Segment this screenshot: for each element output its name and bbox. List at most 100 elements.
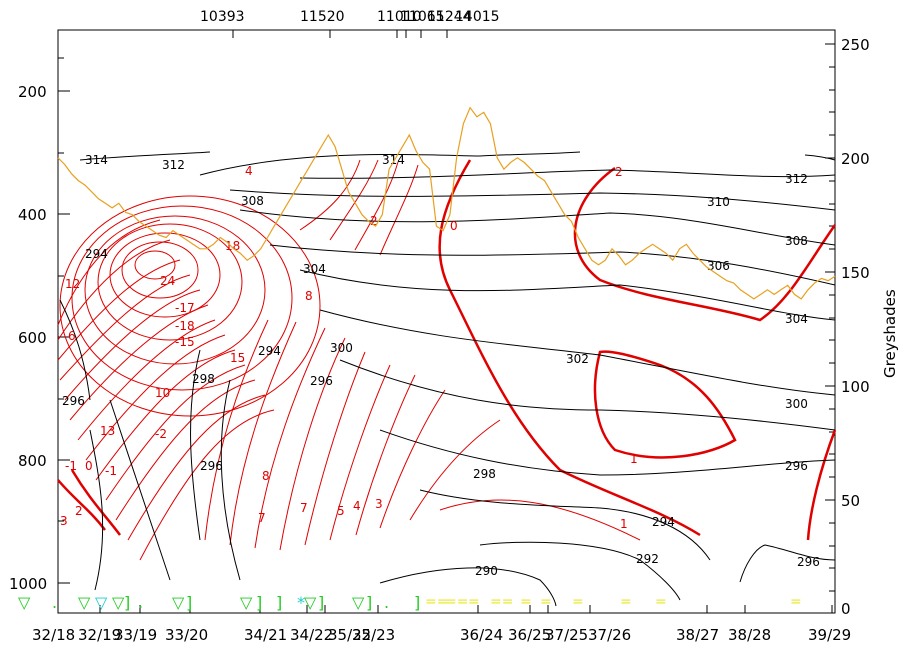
red-label: -1 bbox=[105, 464, 117, 478]
top-label: 14015 bbox=[455, 9, 500, 25]
right-axis bbox=[825, 43, 835, 592]
red-label: 8 bbox=[305, 289, 313, 303]
top-label: 11065 bbox=[400, 9, 445, 25]
x-tick-label: 37/26 bbox=[588, 626, 631, 644]
y-tick-label: 800 bbox=[18, 452, 47, 470]
theta-label: 294 bbox=[85, 247, 108, 261]
theta-label: 304 bbox=[785, 312, 808, 326]
red-label: 4 bbox=[245, 164, 253, 178]
theta-label: 312 bbox=[785, 172, 808, 186]
top-ticks bbox=[232, 30, 448, 38]
marker-yellow: == bbox=[425, 594, 448, 610]
marker-green: ▽ bbox=[18, 593, 31, 612]
x-tick-label: 33/19 bbox=[114, 626, 157, 644]
theta-label: 296 bbox=[797, 555, 820, 569]
red-label: 2 bbox=[75, 504, 83, 518]
theta-label: 304 bbox=[303, 262, 326, 276]
theta-label: 300 bbox=[330, 341, 353, 355]
marker-yellow: = bbox=[540, 594, 552, 610]
x-tick-label: 36/24 bbox=[460, 626, 503, 644]
red-label: -2 bbox=[155, 427, 167, 441]
red-label: 13 bbox=[100, 424, 115, 438]
theta-label: 298 bbox=[473, 467, 496, 481]
marker-cyan: ▽ bbox=[95, 593, 108, 612]
marker-cyan: * bbox=[297, 593, 305, 612]
red-closed-contours bbox=[59, 195, 321, 417]
red-label: 2 bbox=[615, 165, 623, 179]
red-label: 3 bbox=[60, 514, 68, 528]
x-tick-label: 39/29 bbox=[808, 626, 851, 644]
red-thick-contours bbox=[57, 159, 837, 541]
marker-green: ▽ bbox=[172, 593, 185, 612]
theta-contours bbox=[59, 151, 836, 607]
red-label: 4 bbox=[353, 499, 361, 513]
x-tick-label: 38/28 bbox=[728, 626, 771, 644]
red-label: -15 bbox=[175, 335, 195, 349]
theta-label: 308 bbox=[785, 234, 808, 248]
top-label: 11010 bbox=[377, 9, 422, 25]
red-label: 24 bbox=[160, 274, 175, 288]
marker-green: ] bbox=[256, 593, 262, 612]
x-tick-label: 32/19 bbox=[78, 626, 121, 644]
right-tick-label: 150 bbox=[841, 264, 870, 282]
right-tick-label: 100 bbox=[841, 378, 870, 396]
theta-label: 294 bbox=[258, 344, 281, 358]
theta-label: 292 bbox=[636, 552, 659, 566]
theta-label: 314 bbox=[85, 153, 108, 167]
x-tick-label: 37/25 bbox=[545, 626, 588, 644]
x-tick-label: 38/27 bbox=[676, 626, 719, 644]
red-label: 1 bbox=[620, 517, 628, 531]
theta-label: 296 bbox=[200, 459, 223, 473]
right-axis-title: Greyshades bbox=[881, 289, 899, 378]
red-label: 5 bbox=[337, 504, 345, 518]
red-label: -17 bbox=[175, 301, 195, 315]
y-tick-label: 1000 bbox=[9, 575, 47, 593]
theta-label: 296 bbox=[785, 459, 808, 473]
marker-green: ] bbox=[186, 593, 192, 612]
y-tick-label: 200 bbox=[18, 83, 47, 101]
right-tick-label: 0 bbox=[841, 600, 851, 618]
theta-label: 308 bbox=[241, 194, 264, 208]
red-label: 18 bbox=[225, 239, 240, 253]
theta-label: 296 bbox=[310, 374, 333, 388]
right-tick-label: 250 bbox=[841, 36, 870, 54]
x-tick-label: 34/21 bbox=[244, 626, 287, 644]
marker-green: ] bbox=[366, 593, 372, 612]
red-labels: 2 1 1 0 4 2 18 8 15 10 -2 13 -1 0 -1 2 3… bbox=[60, 164, 638, 531]
x-tick-label: 32/18 bbox=[32, 626, 75, 644]
marker-yellow: = bbox=[468, 594, 480, 610]
x-tick-label: 35/23 bbox=[352, 626, 395, 644]
red-label: 10 bbox=[155, 386, 170, 400]
right-tick-label: 50 bbox=[841, 492, 860, 510]
theta-label: 300 bbox=[785, 397, 808, 411]
red-label: 3 bbox=[375, 497, 383, 511]
marker-yellow: = bbox=[655, 594, 667, 610]
y-tick-label: 400 bbox=[18, 206, 47, 224]
bottom-ticks bbox=[57, 605, 833, 613]
marker-green: ] bbox=[414, 593, 420, 612]
theta-label: 302 bbox=[566, 352, 589, 366]
marker-green: ▽ bbox=[304, 593, 317, 612]
theta-label: 294 bbox=[652, 515, 675, 529]
theta-label: 306 bbox=[707, 259, 730, 273]
red-contours bbox=[57, 159, 641, 561]
marker-green: ▽ bbox=[240, 593, 253, 612]
marker-yellow: = bbox=[572, 594, 584, 610]
marker-green: ▽ bbox=[78, 593, 91, 612]
bottom-markers: ▽ . ▽ ▽ ▽ ] . ▽ ] ▽ ] ] ▽ ] * ▽ ] . ] ==… bbox=[18, 593, 802, 612]
theta-label: 314 bbox=[382, 153, 405, 167]
marker-green: ] bbox=[276, 593, 282, 612]
top-label: 11244 bbox=[427, 9, 472, 25]
marker-yellow: = bbox=[520, 594, 532, 610]
theta-label: 290 bbox=[475, 564, 498, 578]
red-label: 6 bbox=[68, 329, 76, 343]
marker-yellow: = bbox=[790, 594, 802, 610]
theta-label: 298 bbox=[192, 372, 215, 386]
marker-green: ▽ bbox=[112, 593, 125, 612]
red-label: -18 bbox=[175, 319, 195, 333]
red-label: 7 bbox=[300, 501, 308, 515]
red-label: 1 bbox=[630, 452, 638, 466]
theta-label: 296 bbox=[62, 394, 85, 408]
marker-green: . bbox=[52, 593, 57, 612]
